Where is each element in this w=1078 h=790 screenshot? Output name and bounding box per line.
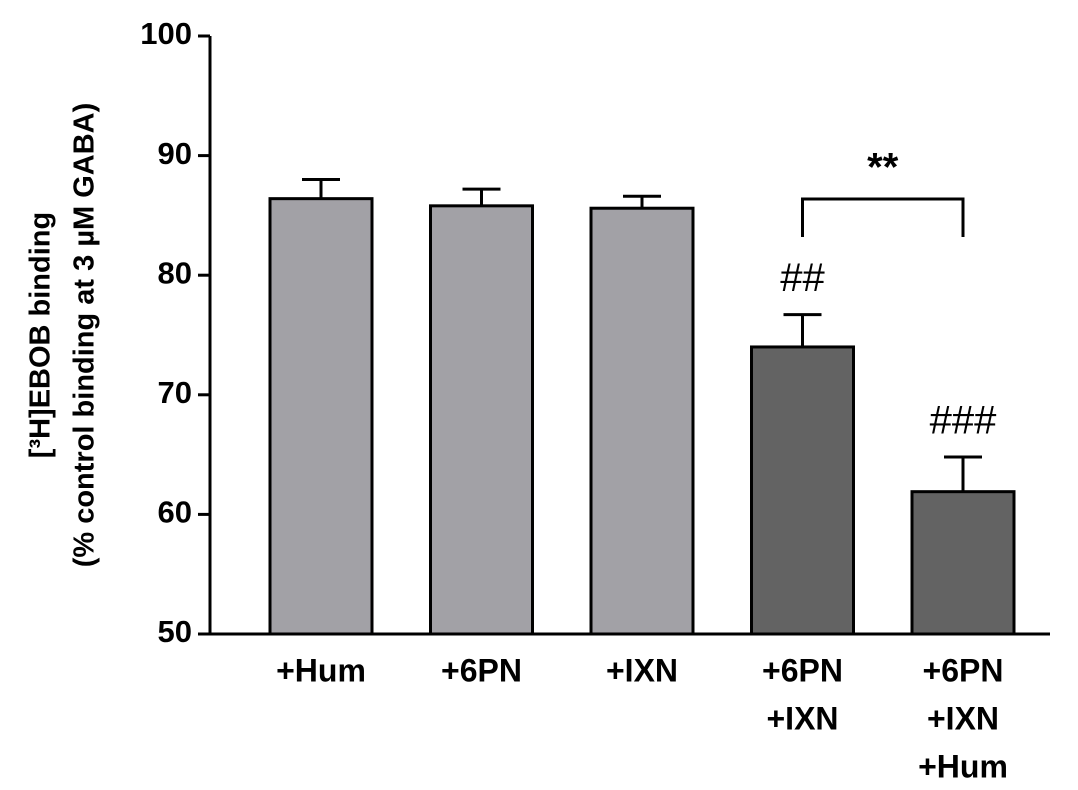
x-tick-label: +Hum — [276, 652, 366, 688]
x-tick-label: +IXN — [927, 700, 999, 736]
x-tick-label: +6PN — [441, 652, 522, 688]
bar — [750, 345, 855, 636]
bar — [268, 197, 374, 636]
bar — [429, 204, 534, 636]
bar — [910, 490, 1016, 636]
x-tick-label: +IXN — [606, 652, 678, 688]
x-tick-label: +6PN — [923, 652, 1004, 688]
y-tick-label: 90 — [158, 136, 192, 171]
x-tick-label: +Hum — [918, 748, 1008, 784]
x-tick-label: +IXN — [766, 700, 838, 736]
bar — [589, 206, 695, 636]
y-tick-label: 100 — [140, 16, 192, 51]
y-tick-label: 70 — [158, 375, 192, 410]
significance-label: ## — [780, 256, 825, 300]
y-axis-label: (% control binding at 3 µM GABA) — [69, 103, 101, 568]
x-tick-label: +6PN — [762, 652, 843, 688]
y-tick-label: 60 — [158, 495, 192, 530]
y-tick-label: 50 — [158, 614, 192, 649]
comparison-bracket — [801, 197, 965, 237]
y-axis-label: [³H]EBOB binding — [25, 212, 57, 458]
comparison-label: ** — [867, 146, 899, 190]
significance-label: ### — [930, 399, 997, 443]
y-tick-label: 80 — [158, 255, 192, 290]
